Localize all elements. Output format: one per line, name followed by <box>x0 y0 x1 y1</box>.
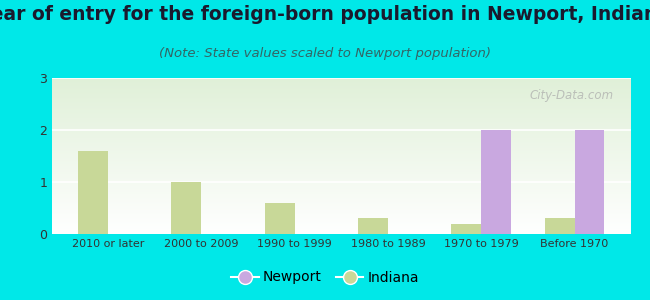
Bar <box>78 151 108 234</box>
Bar <box>451 224 481 234</box>
Bar <box>481 130 511 234</box>
Bar <box>575 130 604 234</box>
Text: Year of entry for the foreign-born population in Newport, Indiana: Year of entry for the foreign-born popul… <box>0 4 650 23</box>
Bar <box>172 182 202 234</box>
Text: (Note: State values scaled to Newport population): (Note: State values scaled to Newport po… <box>159 46 491 59</box>
Bar <box>265 203 294 234</box>
Legend: Newport, Indiana: Newport, Indiana <box>226 265 424 290</box>
Text: City-Data.com: City-Data.com <box>529 89 613 102</box>
Bar <box>545 218 575 234</box>
Bar <box>358 218 388 234</box>
